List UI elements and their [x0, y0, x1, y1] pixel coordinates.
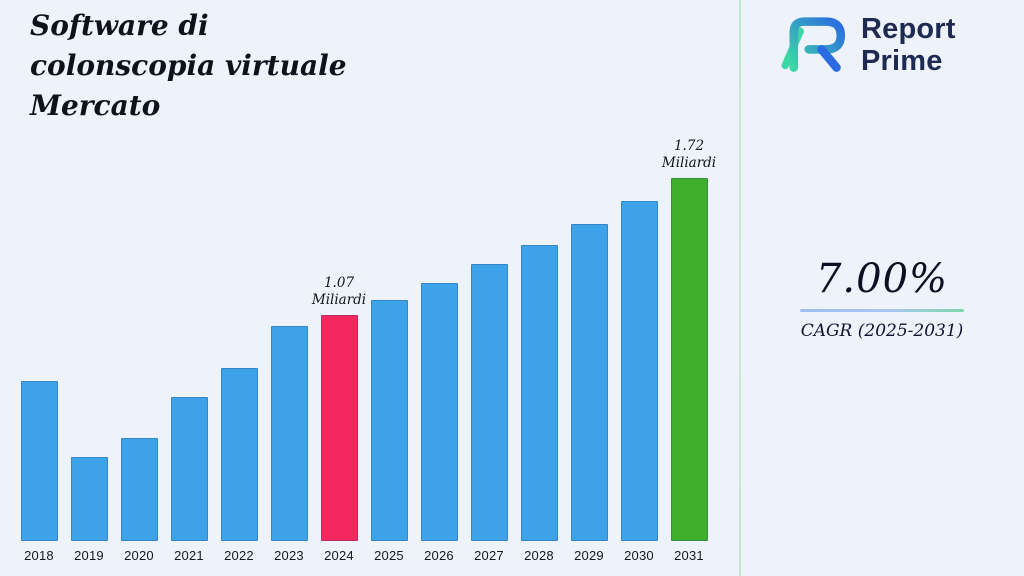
bar-cell-2030: 2030 [614, 201, 664, 564]
report-prime-logo-icon [778, 12, 848, 79]
bar-2019 [70, 457, 108, 541]
x-axis-label-2020: 2020 [124, 548, 154, 563]
cagr-block: 7.00% CAGR (2025-2031) [796, 256, 968, 341]
bar-cell-2025: 2025 [364, 300, 414, 564]
bar-annotation-2031: 1.72 Miliardi [661, 137, 717, 172]
bar-2018 [20, 381, 58, 541]
bar-2031 [670, 178, 708, 541]
bar-2030 [620, 201, 658, 541]
x-axis-label-2029: 2029 [574, 548, 604, 563]
bar-cell-2026: 2026 [414, 283, 464, 564]
bar-cell-2021: 2021 [164, 397, 214, 564]
bar-2023 [270, 326, 308, 541]
x-axis-label-2022: 2022 [224, 548, 254, 563]
bar-cell-2027: 2027 [464, 264, 514, 564]
bar-cell-2020: 2020 [114, 438, 164, 564]
bar-chart: 2018 2019 2020 2021 2022 2023 1.07 Miliardi 2024… [14, 138, 716, 564]
bar-2026 [420, 283, 458, 541]
bar-cell-2028: 2028 [514, 245, 564, 564]
bar-annotation-2024: 1.07 Miliardi [311, 274, 367, 309]
bar-2022 [220, 368, 258, 541]
bar-2020 [120, 438, 158, 541]
logo-text-line1: Report [861, 12, 956, 45]
cagr-value: 7.00% [815, 256, 949, 302]
x-axis-label-2019: 2019 [74, 548, 104, 563]
chart-title: Software di colonscopia virtuale Mercato [30, 9, 347, 122]
cagr-label: CAGR (2025-2031) [800, 321, 964, 341]
bar-cell-2019: 2019 [64, 457, 114, 564]
x-axis-label-2018: 2018 [24, 548, 54, 563]
report-prime-logo: Report Prime [778, 12, 956, 79]
bar-cell-2029: 2029 [564, 224, 614, 564]
logo-text-line2: Prime [861, 44, 943, 77]
bar-2029 [570, 224, 608, 541]
x-axis-label-2021: 2021 [174, 548, 204, 563]
x-axis-label-2027: 2027 [474, 548, 504, 563]
bar-2027 [470, 264, 508, 541]
bar-cell-2023: 2023 [264, 326, 314, 564]
bar-cell-2018: 2018 [14, 381, 64, 564]
x-axis-label-2026: 2026 [424, 548, 454, 563]
bar-2021 [170, 397, 208, 541]
report-prime-logo-text: Report Prime [861, 12, 956, 78]
x-axis-label-2028: 2028 [524, 548, 554, 563]
bar-cell-2022: 2022 [214, 368, 264, 564]
x-axis-label-2031: 2031 [674, 548, 704, 563]
x-axis-label-2025: 2025 [374, 548, 404, 563]
bar-cell-2024: 1.07 Miliardi 2024 [311, 274, 367, 564]
bar-2025 [370, 300, 408, 541]
x-axis-label-2030: 2030 [624, 548, 654, 563]
bar-2024 [320, 315, 358, 541]
bar-cell-2031: 1.72 Miliardi 2031 [661, 137, 717, 564]
bar-2028 [520, 245, 558, 541]
x-axis-label-2024: 2024 [324, 548, 354, 563]
cagr-underline [800, 309, 964, 312]
vertical-divider [739, 0, 741, 576]
x-axis-label-2023: 2023 [274, 548, 304, 563]
